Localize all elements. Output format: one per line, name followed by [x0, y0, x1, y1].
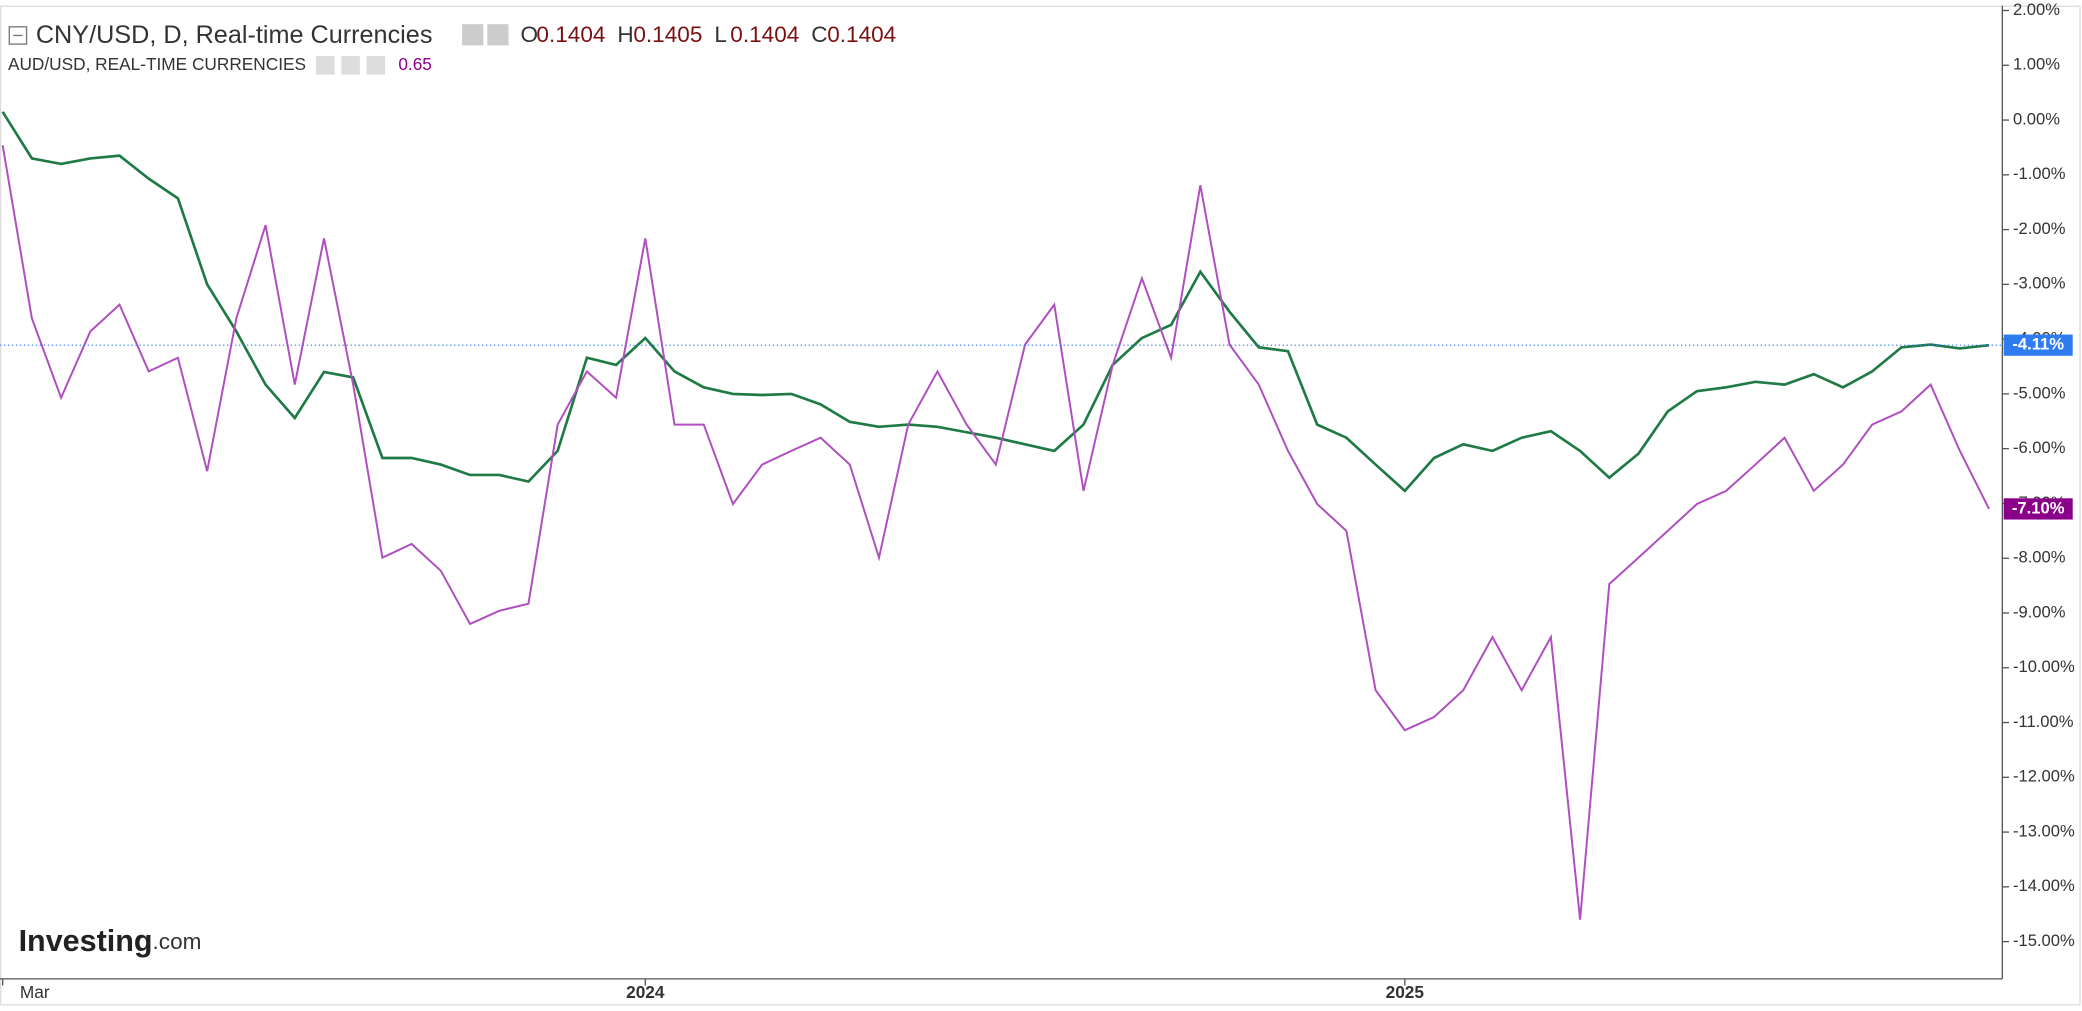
logo-suffix: .com — [153, 929, 202, 954]
ohlc-value: 0.1404 — [536, 22, 605, 47]
ohlc-label: H — [617, 22, 633, 47]
collapse-icon[interactable] — [8, 26, 28, 45]
chart-frame — [0, 5, 2081, 1006]
settings-icon[interactable] — [487, 24, 509, 46]
main-title: CNY/USD, D, Real-time Currencies — [36, 21, 433, 49]
logo-main: Investing — [19, 924, 153, 958]
y-tick-label: -12.00% — [2013, 767, 2075, 786]
compare-title: AUD/USD, REAL-TIME CURRENCIES — [8, 54, 306, 74]
y-tick-label: -14.00% — [2013, 876, 2075, 895]
y-tick-label: -6.00% — [2013, 438, 2066, 457]
y-tick-label: -2.00% — [2013, 219, 2066, 238]
ohlc-value: 0.1405 — [633, 22, 702, 47]
eye-icon[interactable] — [316, 56, 335, 75]
eye-icon[interactable] — [462, 24, 484, 46]
y-tick-label: -9.00% — [2013, 602, 2066, 621]
ohlc-readout: O0.1404 H 0.1405 L 0.1404 C 0.1404 — [521, 22, 897, 47]
y-tick-label: -10.00% — [2013, 657, 2075, 676]
y-tick-label: -1.00% — [2013, 164, 2066, 183]
settings-icon[interactable] — [341, 56, 360, 75]
last-value-label: -4.11% — [2012, 335, 2064, 354]
y-tick-label: 0.00% — [2013, 109, 2060, 128]
y-tick-label: 2.00% — [2013, 0, 2060, 19]
series-line — [1, 111, 1990, 493]
y-tick-label: -13.00% — [2013, 821, 2075, 840]
series-line — [1, 145, 1990, 920]
x-tick-label: 2024 — [626, 982, 665, 1002]
y-tick-label: -5.00% — [2013, 383, 2066, 402]
y-tick-label: -8.00% — [2013, 548, 2066, 567]
ohlc-label: O — [521, 22, 539, 47]
remove-icon[interactable] — [366, 56, 386, 75]
y-tick-label: -3.00% — [2013, 274, 2066, 293]
compare-value: 0.65 — [398, 54, 432, 74]
x-tick-label: Mar — [20, 982, 50, 1002]
ohlc-label: C — [811, 22, 827, 47]
last-value-badge — [2003, 334, 2073, 356]
logo: Investing.com — [19, 924, 202, 958]
x-tick-label: 2025 — [1386, 982, 1425, 1002]
ohlc-label: L — [714, 22, 727, 47]
ohlc-value: 0.1404 — [730, 22, 799, 47]
ohlc-value: 0.1404 — [827, 22, 896, 47]
y-tick-label: -11.00% — [2013, 712, 2074, 731]
y-tick-label: 1.00% — [2013, 55, 2060, 74]
y-tick-label: -15.00% — [2013, 931, 2075, 950]
last-value-badge — [2003, 498, 2073, 520]
last-value-label: -7.10% — [2012, 498, 2065, 517]
